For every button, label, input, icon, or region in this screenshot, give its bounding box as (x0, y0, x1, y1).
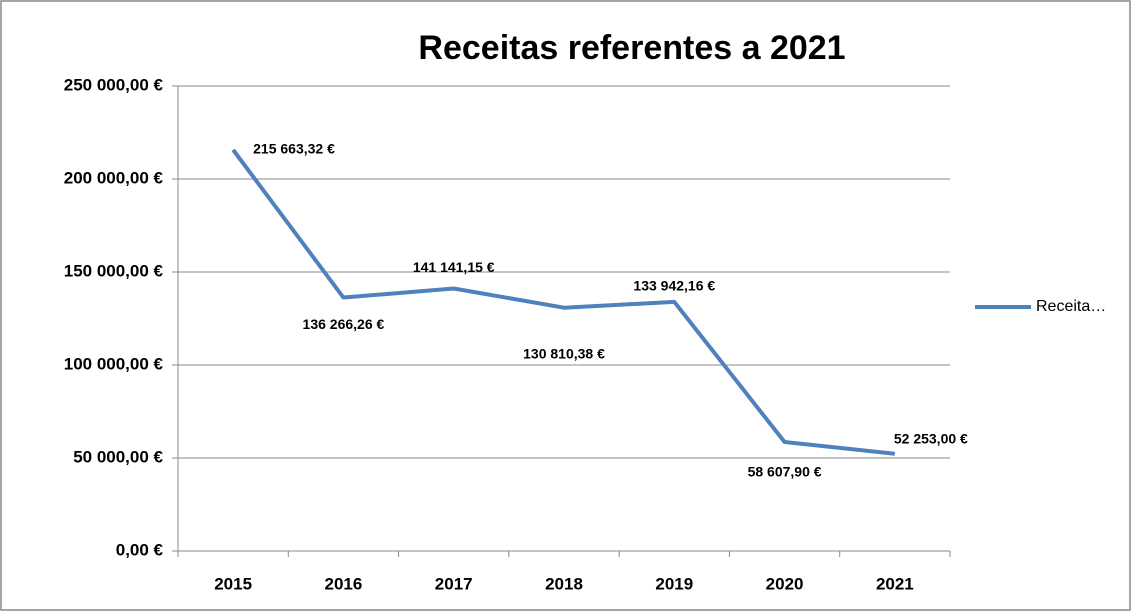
x-tick-label: 2020 (766, 574, 804, 593)
y-tick-label: 250 000,00 € (64, 75, 164, 94)
data-label: 130 810,38 € (523, 345, 605, 361)
data-label: 52 253,00 € (894, 431, 968, 447)
data-label: 141 141,15 € (413, 259, 495, 275)
x-tick-label: 2021 (876, 574, 914, 593)
data-line (231, 148, 896, 456)
data-label: 133 942,16 € (633, 278, 715, 294)
y-tick-label: 50 000,00 € (73, 447, 163, 466)
y-tick-label: 100 000,00 € (64, 354, 164, 373)
chart-title: Receitas referentes a 2021 (418, 29, 845, 67)
x-tick-label: 2015 (214, 574, 252, 593)
y-tick-label: 150 000,00 € (64, 261, 164, 280)
y-tick-label: 0,00 € (116, 540, 164, 559)
data-label: 58 607,90 € (748, 464, 822, 480)
data-label: 215 663,32 € (253, 141, 335, 157)
x-tick-label: 2016 (325, 574, 363, 593)
x-tick-label: 2018 (545, 574, 583, 593)
legend-label: Receita… (1036, 298, 1106, 315)
data-label: 136 266,26 € (303, 316, 385, 332)
x-tick-label: 2017 (435, 574, 473, 593)
x-tick-label: 2019 (655, 574, 693, 593)
y-tick-label: 200 000,00 € (64, 168, 164, 187)
